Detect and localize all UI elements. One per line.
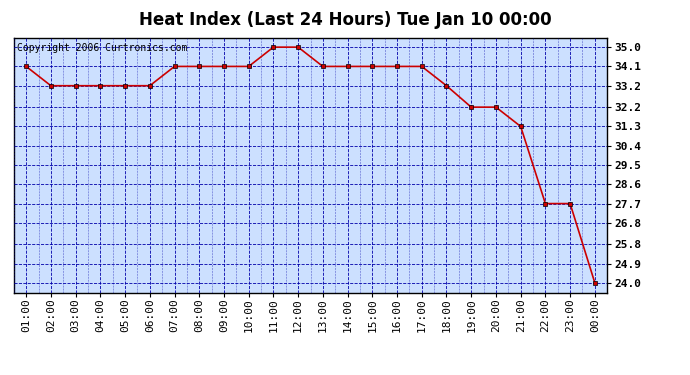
Text: Copyright 2006 Curtronics.com: Copyright 2006 Curtronics.com	[17, 43, 187, 52]
Text: Heat Index (Last 24 Hours) Tue Jan 10 00:00: Heat Index (Last 24 Hours) Tue Jan 10 00…	[139, 11, 551, 29]
